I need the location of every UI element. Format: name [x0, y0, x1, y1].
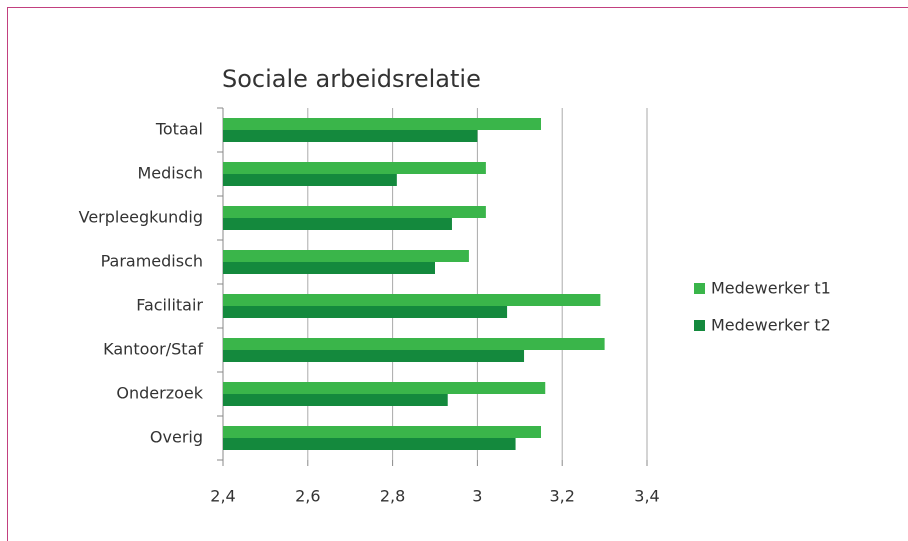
bar — [223, 382, 546, 394]
bar — [223, 206, 486, 218]
bar — [223, 350, 525, 362]
y-tick-label: Facilitair — [136, 296, 203, 315]
x-tick-label: 2,6 — [295, 487, 320, 506]
chart-title: Sociale arbeidsrelatie — [222, 65, 481, 93]
y-tick-label: Overig — [150, 428, 203, 447]
y-tick-label: Onderzoek — [116, 384, 203, 403]
bar — [223, 162, 486, 174]
y-tick-label: Medisch — [137, 164, 203, 183]
bar — [223, 130, 478, 142]
x-tick-label: 3 — [472, 487, 482, 506]
legend-swatch — [694, 283, 705, 294]
y-tick-label: Kantoor/Staf — [103, 340, 203, 359]
bar — [223, 306, 508, 318]
bar — [223, 294, 601, 306]
y-tick-label: Paramedisch — [101, 252, 203, 271]
bar — [223, 438, 516, 450]
bar — [223, 174, 397, 186]
bar — [223, 426, 541, 438]
x-tick-label: 3,4 — [634, 487, 659, 506]
x-tick-label: 2,4 — [210, 487, 235, 506]
legend-label: Medewerker t1 — [711, 279, 831, 298]
bar — [223, 218, 452, 230]
bar — [223, 118, 541, 130]
bar — [223, 250, 469, 262]
x-tick-label: 3,2 — [549, 487, 574, 506]
bar — [223, 394, 448, 406]
x-tick-label: 2,8 — [380, 487, 405, 506]
legend-label: Medewerker t2 — [711, 316, 831, 335]
y-tick-label: Totaal — [155, 120, 203, 139]
frame — [7, 7, 908, 541]
bar — [223, 262, 435, 274]
bar — [223, 338, 605, 350]
y-tick-label: Verpleegkundig — [79, 208, 203, 227]
legend-swatch — [694, 320, 705, 331]
